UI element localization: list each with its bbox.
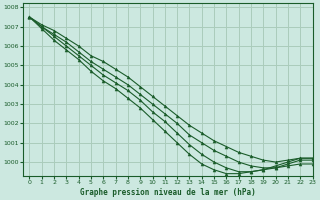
X-axis label: Graphe pression niveau de la mer (hPa): Graphe pression niveau de la mer (hPa) xyxy=(80,188,256,197)
